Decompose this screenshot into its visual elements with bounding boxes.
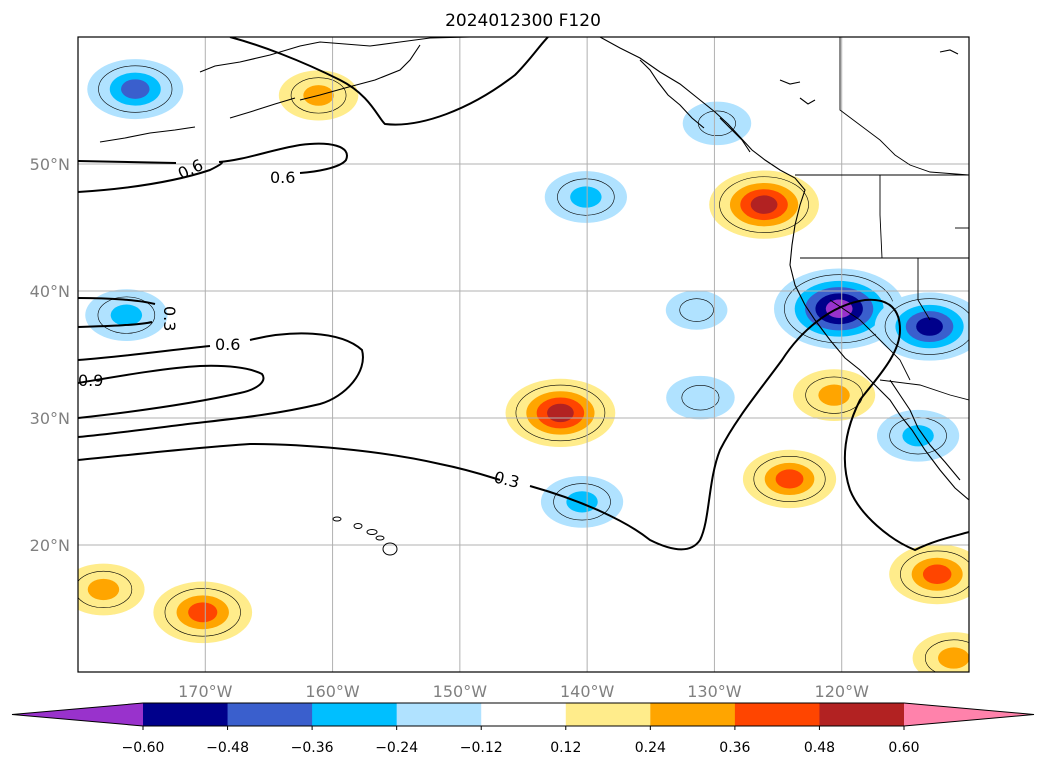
- lon-tick-label-5: 120°W: [815, 682, 870, 701]
- map-frame: [77, 36, 970, 673]
- contour-label-5: 0.9: [78, 371, 103, 390]
- contour-label-3: 0.3: [160, 306, 179, 331]
- lon-tick-label-2: 150°W: [433, 682, 488, 701]
- anomaly-blob-14-level-2: [566, 491, 598, 513]
- anomaly-blob-5-level-1: [698, 110, 736, 137]
- anomaly-blob-8-level-1: [679, 298, 714, 322]
- map-area: 0.6 0.6 0.3 0.6 0.9 0.3: [78, 37, 969, 672]
- anomaly-blob-0-level-3: [121, 79, 150, 99]
- contour-label-4: 0.6: [215, 335, 240, 354]
- colorbar-tick-label-9: 0.60: [888, 740, 919, 756]
- anomaly-blob-16-level-2: [87, 578, 120, 601]
- anomaly-blob-15-level-3: [922, 564, 952, 584]
- anomaly-blob-2-level-2: [570, 186, 602, 208]
- colorbar-tick-label-1: −0.48: [206, 740, 249, 756]
- colorbar-bin-3: [396, 703, 482, 726]
- colorbar-extend-low: [12, 703, 143, 726]
- longitude-tick-labels: 170°W 160°W 150°W 140°W 130°W 120°W: [178, 682, 869, 701]
- anomaly-blob-11-level-1: [681, 385, 720, 411]
- lat-tick-label-0: 20°N: [30, 536, 70, 555]
- colorbar-tick-label-3: −0.24: [375, 740, 418, 756]
- anomaly-blob-12-level-2: [902, 425, 934, 447]
- colorbar-tick-label-6: 0.24: [635, 740, 666, 756]
- coastlines: [99, 37, 969, 501]
- colorbar-extend-high: [904, 703, 1034, 726]
- anomaly-blob-18-level-2: [938, 647, 969, 669]
- colorbar-bin-2: [312, 703, 398, 726]
- colorbar-tick-label-5: 0.12: [550, 740, 581, 756]
- colorbar-bin-5: [565, 703, 651, 726]
- colorbar-tick-label-8: 0.48: [804, 740, 835, 756]
- colorbar-bin-1: [227, 703, 313, 726]
- colorbar-tick-label-7: 0.36: [719, 740, 750, 756]
- chart-title: 2024012300 F120: [445, 11, 601, 31]
- colorbar-bin-8: [819, 703, 905, 726]
- colorbar-tick-label-0: −0.60: [122, 740, 165, 756]
- anomaly-blob-9-level-2: [818, 384, 850, 406]
- colorbar-tick-label-4: −0.12: [460, 740, 503, 756]
- anomaly-blob-10-level-4: [547, 403, 574, 423]
- colorbar-bin-7: [734, 703, 820, 726]
- anomaly-blob-13-level-3: [775, 469, 804, 489]
- anomaly-blob-17-level-3: [188, 602, 218, 623]
- hawaii-islands: [332, 516, 398, 556]
- anomaly-blob-7-level-4: [916, 317, 943, 336]
- lat-tick-label-1: 30°N: [30, 409, 70, 428]
- lon-tick-label-4: 130°W: [687, 682, 742, 701]
- colorbar-tick-label-2: −0.36: [291, 740, 334, 756]
- contour-lines: [78, 37, 969, 552]
- lon-tick-label-0: 170°W: [178, 682, 233, 701]
- colorbar-bin-4: [481, 703, 567, 726]
- lon-tick-label-3: 140°W: [560, 682, 615, 701]
- anomaly-blob-3-level-4: [750, 195, 778, 214]
- colorbar: −0.60 −0.48 −0.36 −0.24 −0.12 0.12 0.24 0.36 0.4…: [11, 702, 1035, 756]
- colorbar-bin-0: [143, 703, 229, 726]
- lon-tick-label-1: 160°W: [305, 682, 360, 701]
- political-borders: [795, 37, 969, 401]
- lat-tick-label-2: 40°N: [30, 282, 70, 301]
- colorbar-bin-6: [650, 703, 736, 726]
- lat-tick-label-3: 50°N: [30, 155, 70, 174]
- anomaly-blob-4-level-2: [110, 304, 143, 326]
- latitude-tick-labels: 20°N 30°N 40°N 50°N: [30, 155, 70, 555]
- contour-label-2: 0.6: [270, 168, 295, 187]
